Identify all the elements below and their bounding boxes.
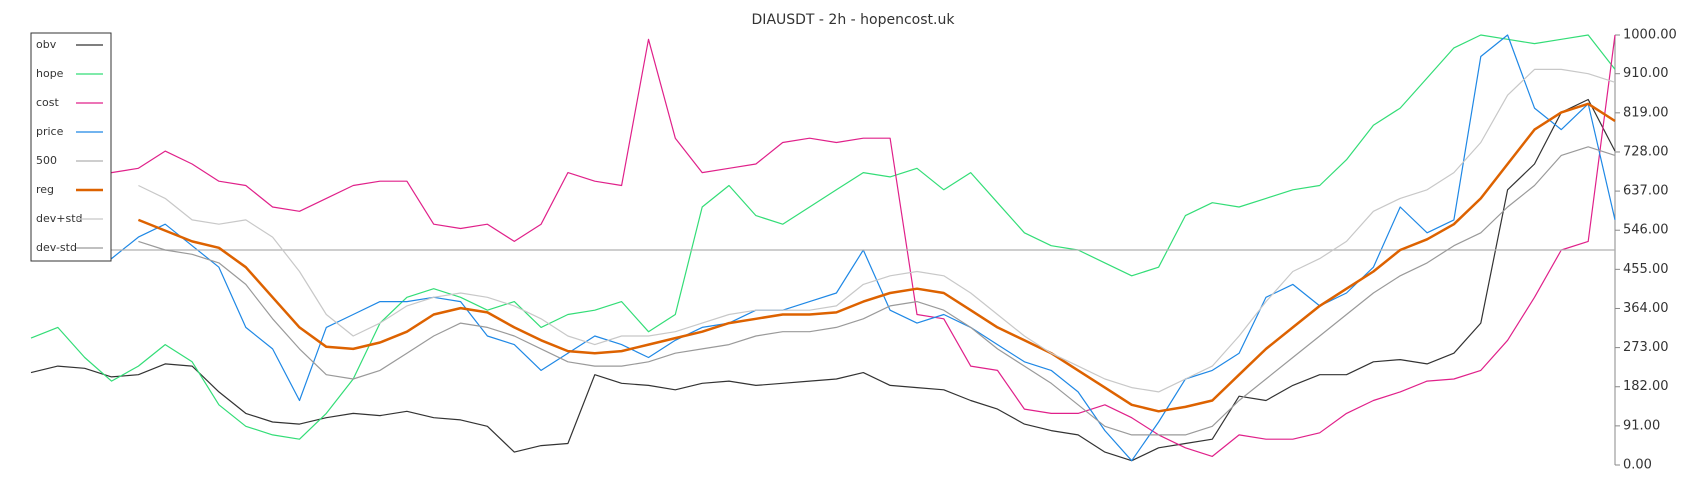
y-tick-label: 728.00 [1623,144,1669,159]
series-line [138,146,1616,436]
legend-box [30,32,112,262]
legend-label: price [36,125,64,138]
y-tick-label: 364.00 [1623,301,1669,316]
chart-title: DIAUSDT - 2h - hopencost.uk [752,12,956,28]
y-tick-label: 910.00 [1623,66,1669,81]
y-tick-label: 182.00 [1623,379,1669,394]
series-line [30,98,1616,462]
series-line [137,102,1616,413]
series-line [84,34,1616,457]
y-tick-label: 455.00 [1623,262,1669,277]
legend-label: 500 [36,154,57,167]
legend-label: cost [36,96,60,109]
y-tick-label: 819.00 [1623,105,1669,120]
series-line [138,68,1616,393]
legend-label: dev+std [36,212,83,225]
legend-label: obv [36,38,57,51]
y-tick-label: 546.00 [1623,223,1669,238]
y-tick-label: 0.00 [1623,458,1652,473]
series-line [30,34,1616,440]
legend-label: hope [36,67,64,80]
y-tick-label: 637.00 [1623,184,1669,199]
legend-label: dev-std [36,241,77,254]
y-tick-label: 91.00 [1623,418,1660,433]
y-tick-label: 273.00 [1623,340,1669,355]
legend-label: reg [36,183,54,196]
y-tick-label: 1000.00 [1623,28,1677,43]
